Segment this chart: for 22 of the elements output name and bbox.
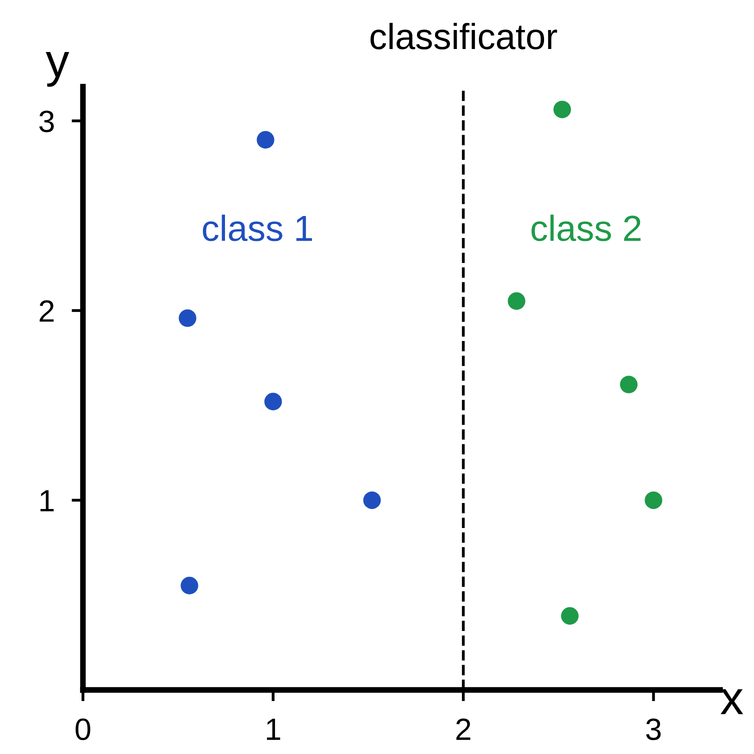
series-label: class 2 [532, 214, 641, 242]
x-axis-title: x [720, 689, 744, 714]
point [180, 576, 198, 594]
point [508, 292, 526, 310]
point [256, 131, 274, 149]
y-tick-label: 1 [40, 490, 54, 512]
y-axis-title: y [46, 52, 70, 87]
point [178, 309, 196, 327]
x-tick-label: 2 [456, 718, 470, 740]
point [553, 100, 571, 118]
point [264, 392, 282, 410]
y-tick-label: 3 [39, 110, 54, 132]
point [620, 376, 638, 394]
x-tick-label: 1 [266, 718, 280, 740]
x-tick-label: 0 [76, 718, 90, 740]
point [644, 491, 662, 510]
point [561, 607, 579, 625]
ref-line-label: classificator [370, 22, 558, 50]
series-label: class 1 [202, 214, 312, 242]
point [363, 491, 381, 510]
y-tick-label: 2 [40, 300, 54, 322]
x-tick-label: 3 [646, 718, 661, 740]
